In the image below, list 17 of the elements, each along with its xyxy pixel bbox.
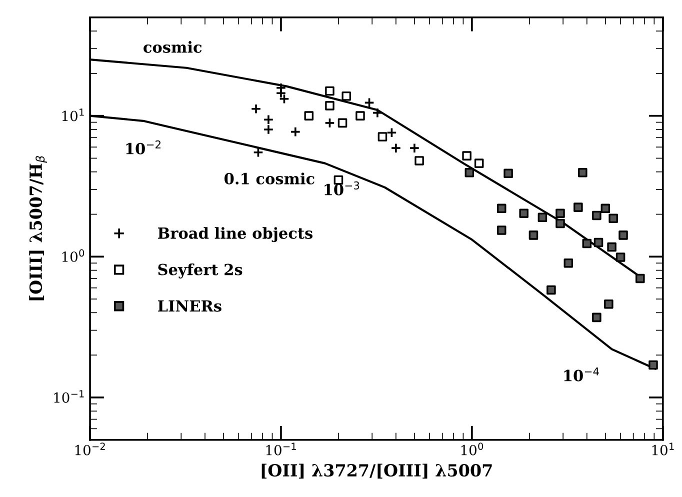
annotation: 10$^{−3}$ (324, 181, 360, 196)
annotation: 0.1 cosmic (224, 172, 314, 184)
x-tick-label: 10$^{−1}$ (266, 442, 296, 456)
legend-label: Seyfert 2s (158, 263, 242, 278)
annotation: 10$^{−2}$ (126, 140, 160, 154)
legend-label: LINERs (158, 300, 222, 312)
y-axis-title: [OIII] λ5007/H$_{β}$ (29, 156, 47, 300)
y-tick-label: 10$^{0}$ (62, 249, 84, 262)
x-tick-label: 10$^{0}$ (461, 442, 484, 456)
legend-label: Broad line objects (158, 227, 313, 242)
y-tick-label: 10$^{−1}$ (54, 390, 84, 403)
y-tick-label: 10$^{1}$ (62, 108, 84, 122)
x-tick-label: 10$^{1}$ (652, 442, 674, 456)
x-axis-title: [OII] λ3727/[OIII] λ5007 (262, 464, 492, 479)
annotation: 10$^{−4}$ (564, 367, 599, 382)
annotation: cosmic (144, 41, 202, 53)
x-tick-label: 10$^{−2}$ (75, 442, 105, 456)
